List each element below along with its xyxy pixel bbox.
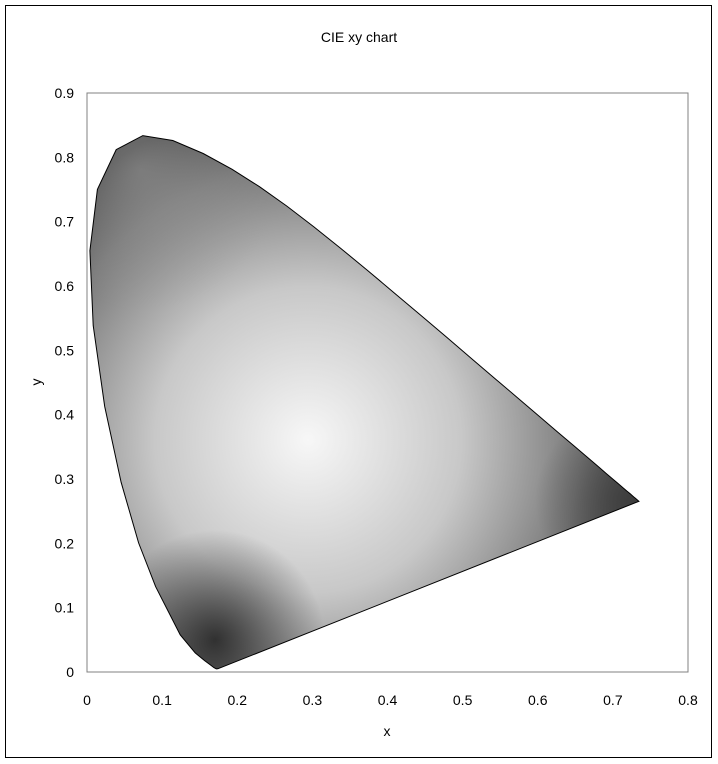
chart-title: CIE xy chart [321,29,397,45]
x-axis: 0 0.1 0.2 0.3 0.4 0.5 0.6 0.7 0.8 [83,692,698,708]
y-tick-label: 0.1 [55,600,75,616]
y-tick-label: 0.8 [55,149,75,165]
x-tick-label: 0 [83,692,91,708]
y-tick-label: 0.2 [55,535,75,551]
y-axis-title: y [28,379,44,386]
y-tick-label: 0.6 [55,278,75,294]
y-tick-label: 0.5 [55,342,75,358]
x-tick-label: 0.7 [603,692,623,708]
y-axis: 0 0.1 0.2 0.3 0.4 0.5 0.6 0.7 0.8 0.9 [55,85,75,680]
y-tick-label: 0.3 [55,471,75,487]
spectral-locus-line [89,135,640,670]
y-tick-label: 0.4 [55,407,75,423]
x-tick-label: 0.5 [453,692,473,708]
x-tick-label: 0.4 [378,692,398,708]
x-tick-label: 0.8 [678,692,698,708]
x-axis-title: x [384,723,391,739]
y-tick-label: 0.9 [55,85,75,101]
x-tick-label: 0.2 [228,692,248,708]
x-tick-label: 0.3 [303,692,323,708]
y-tick-label: 0.7 [55,214,75,230]
y-tick-label: 0 [66,664,74,680]
x-tick-label: 0.1 [152,692,172,708]
x-tick-label: 0.6 [528,692,548,708]
